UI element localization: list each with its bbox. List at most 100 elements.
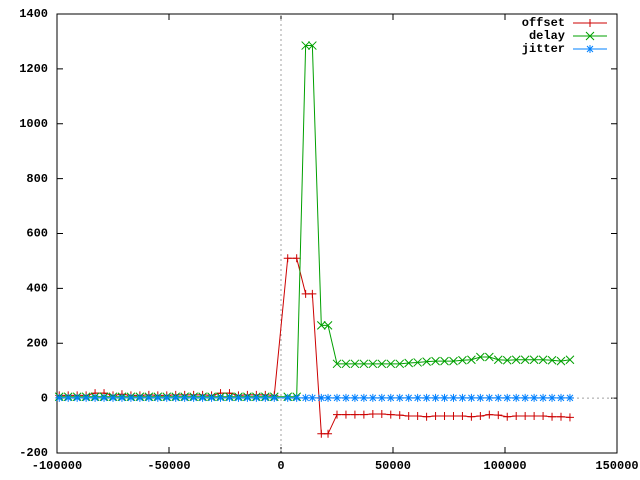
data-point (350, 410, 359, 419)
data-point (494, 411, 503, 420)
data-point (395, 393, 404, 402)
data-point (283, 254, 292, 263)
data-point (413, 393, 422, 402)
data-point (198, 393, 207, 402)
data-point (520, 355, 530, 365)
data-point (135, 393, 144, 402)
data-point (494, 393, 503, 402)
data-point (503, 393, 512, 402)
data-point (153, 393, 162, 402)
legend-marker (586, 45, 594, 53)
data-point (467, 355, 476, 365)
data-point (548, 412, 557, 421)
data-point (493, 355, 503, 365)
y-tick-label: 0 (41, 391, 48, 405)
data-point (73, 393, 82, 402)
data-point (440, 356, 449, 366)
data-point (216, 393, 225, 402)
data-point (91, 393, 100, 402)
data-point (530, 393, 539, 402)
y-tick-label: 1200 (19, 62, 48, 76)
x-tick-label: 50000 (375, 459, 411, 473)
data-point (243, 393, 252, 402)
data-point (234, 393, 243, 402)
data-point (565, 393, 574, 402)
legend-label: delay (529, 29, 565, 43)
data-point (377, 410, 386, 419)
data-point (317, 429, 326, 438)
data-point (292, 393, 301, 402)
data-point (449, 393, 458, 402)
data-point (565, 413, 574, 422)
data-point (422, 393, 431, 402)
data-point (404, 358, 414, 368)
data-point (386, 359, 396, 369)
data-point (449, 411, 458, 420)
data-point (261, 393, 270, 402)
data-point (308, 393, 317, 402)
data-point (413, 358, 422, 367)
data-point (386, 410, 395, 419)
data-point (539, 411, 548, 420)
data-point (225, 393, 234, 402)
data-point (341, 410, 350, 419)
data-point (283, 393, 292, 402)
data-point (189, 393, 198, 402)
data-point (333, 410, 341, 419)
data-point (301, 41, 310, 50)
data-point (503, 412, 512, 421)
data-point (404, 411, 413, 420)
data-point (485, 410, 494, 419)
data-point (386, 393, 395, 402)
y-tick-label: 200 (26, 336, 48, 350)
data-point (521, 411, 530, 420)
data-point (431, 411, 440, 420)
data-point (82, 393, 91, 402)
data-point (440, 411, 449, 420)
data-point (404, 393, 413, 402)
legend-marker (585, 31, 595, 41)
data-point (341, 359, 351, 369)
series-line (59, 45, 571, 398)
y-tick-label: 800 (26, 172, 48, 186)
data-point (512, 393, 521, 402)
data-point (144, 393, 153, 402)
legend-marker (586, 19, 594, 27)
data-point (359, 410, 368, 419)
data-point (539, 393, 548, 402)
data-point (413, 411, 422, 420)
data-point (458, 393, 467, 402)
y-tick-label: 400 (26, 282, 48, 296)
data-point (529, 355, 539, 365)
data-point (440, 393, 449, 402)
data-point (511, 355, 521, 365)
x-tick-label: 100000 (483, 459, 526, 473)
data-point (557, 412, 565, 421)
x-tick-label: 150000 (595, 459, 638, 473)
data-point (126, 393, 135, 402)
data-point (458, 355, 467, 365)
data-point (324, 429, 333, 438)
data-point (484, 352, 494, 362)
data-point (270, 393, 279, 402)
data-point (301, 393, 310, 402)
data-point (117, 393, 126, 402)
data-point (323, 321, 333, 330)
y-tick-label: 1000 (19, 117, 48, 131)
data-point (395, 411, 404, 420)
series-line (59, 257, 570, 435)
data-point (467, 412, 476, 421)
data-point (422, 357, 431, 366)
data-point (350, 393, 359, 402)
data-point (557, 393, 565, 402)
data-point (556, 356, 566, 366)
data-point (171, 393, 180, 402)
legend-label: offset (522, 16, 565, 30)
data-point (548, 393, 557, 402)
data-point (449, 356, 458, 366)
data-point (332, 359, 342, 369)
data-point (431, 393, 440, 402)
data-point (100, 393, 109, 402)
data-point (395, 359, 405, 369)
data-point (422, 412, 431, 421)
